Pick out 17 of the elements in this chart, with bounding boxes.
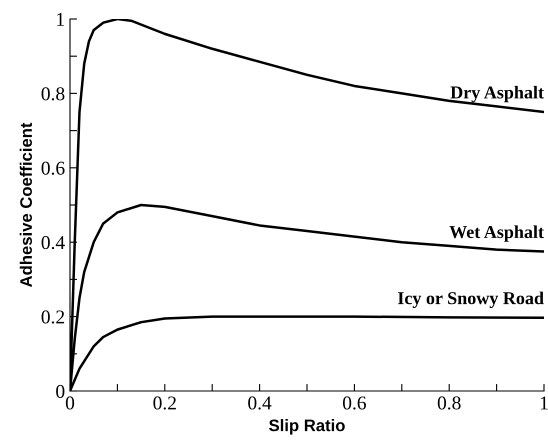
- series-label: Wet Asphalt: [449, 225, 544, 242]
- series-label: Icy or Snowy Road: [398, 292, 544, 308]
- y-tick-label: 0: [56, 384, 64, 398]
- x-axis-title: Slip Ratio: [269, 419, 345, 435]
- x-tick-label: 0.4: [248, 396, 272, 410]
- x-tick-label: 0.2: [153, 396, 176, 410]
- y-tick-label: 1: [57, 12, 64, 26]
- series-label: Dry Asphalt: [450, 86, 544, 102]
- x-tick-label: 0: [66, 396, 74, 410]
- x-tick-label: 0.6: [342, 396, 366, 410]
- y-tick-label: 0.6: [42, 162, 65, 175]
- y-axis-title: Adhesive Coefficient: [20, 122, 32, 288]
- y-tick-label: 0.4: [42, 236, 65, 250]
- y-tick-label: 0.8: [42, 87, 64, 100]
- x-tick-label: 0.8: [438, 396, 461, 410]
- y-tick-label: 0.2: [42, 310, 64, 324]
- x-tick-label: 1: [540, 396, 548, 410]
